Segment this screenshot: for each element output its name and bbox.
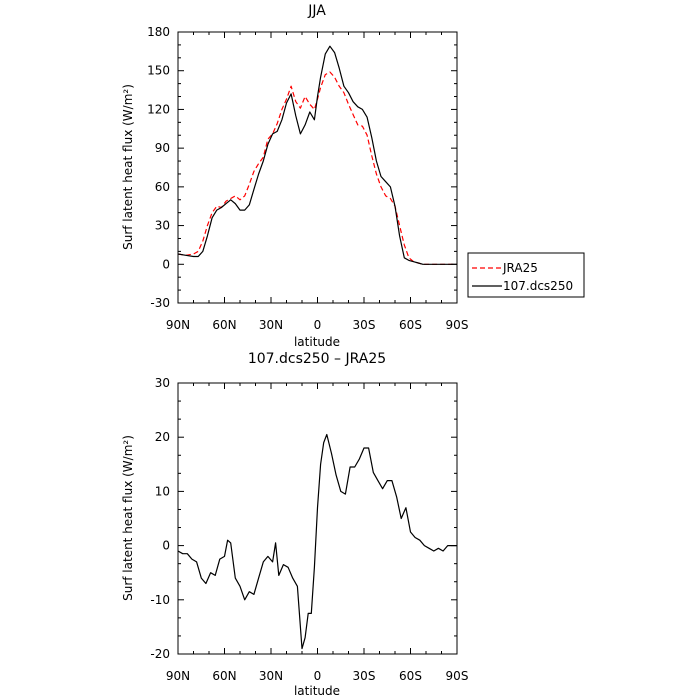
- top-y-tick-label: 120: [147, 102, 170, 116]
- top-x-tick-label: 30S: [353, 318, 376, 332]
- top-x-tick-label: 90S: [446, 318, 469, 332]
- top-y-tick-label: 60: [155, 180, 170, 194]
- legend-dcs250-label: 107.dcs250: [503, 279, 573, 293]
- bottom-x-tick-label: 30S: [353, 669, 376, 683]
- bottom-y-tick-label: 20: [155, 430, 170, 444]
- bottom-y-tick-label: -10: [150, 593, 170, 607]
- bottom-panel: 107.dcs250 – JRA25 -20 -10 0 10 20 30 90N 60N 30…: [121, 351, 468, 698]
- top-y-tick-label: 0: [162, 257, 170, 271]
- bottom-y-tick-label: 10: [155, 484, 170, 498]
- top-y-tick-label: 90: [155, 141, 170, 155]
- top-y-axis-title: Surf latent heat flux (W/m²): [121, 84, 135, 250]
- bottom-y-tick-label: 30: [155, 376, 170, 390]
- legend-jra25-label: JRA25: [502, 261, 538, 275]
- bottom-x-tick-label: 60S: [399, 669, 422, 683]
- top-x-tick-label: 60N: [212, 318, 236, 332]
- bottom-y-tick-label: 0: [162, 539, 170, 553]
- bottom-x-tick-label: 0: [314, 669, 322, 683]
- top-x-tick-label: 90N: [166, 318, 190, 332]
- bottom-series-line-difference: [177, 433, 457, 650]
- top-x-axis-title: latitude: [294, 335, 340, 349]
- top-x-tick-label: 60S: [399, 318, 422, 332]
- bottom-y-axis-title: Surf latent heat flux (W/m²): [121, 435, 135, 601]
- top-x-tick-label: 0: [314, 318, 322, 332]
- top-y-tick-label: 180: [147, 25, 170, 39]
- legend: JRA25 107.dcs250: [467, 252, 585, 298]
- bottom-y-tick-label: -20: [150, 647, 170, 661]
- bottom-panel-title: 107.dcs250 – JRA25: [248, 351, 386, 367]
- top-y-tick-label: -30: [150, 296, 170, 310]
- bottom-x-axis-title: latitude: [294, 684, 340, 698]
- top-panel-title: JJA: [307, 3, 326, 19]
- top-y-tick-label: 30: [155, 219, 170, 233]
- top-series-line-107-dcs250: [177, 45, 457, 265]
- top-y-tick-label: 150: [147, 64, 170, 78]
- bottom-x-tick-label: 30N: [259, 669, 283, 683]
- legend-box: [467, 252, 585, 298]
- top-x-tick-label: 30N: [259, 318, 283, 332]
- top-panel: JJA -30 0 30 60 90 120 150 180 90N 60N 30N 0 30S 60S 9…: [121, 3, 468, 349]
- bottom-x-tick-label: 60N: [212, 669, 236, 683]
- bottom-x-tick-label: 90N: [166, 669, 190, 683]
- bottom-x-tick-label: 90S: [446, 669, 469, 683]
